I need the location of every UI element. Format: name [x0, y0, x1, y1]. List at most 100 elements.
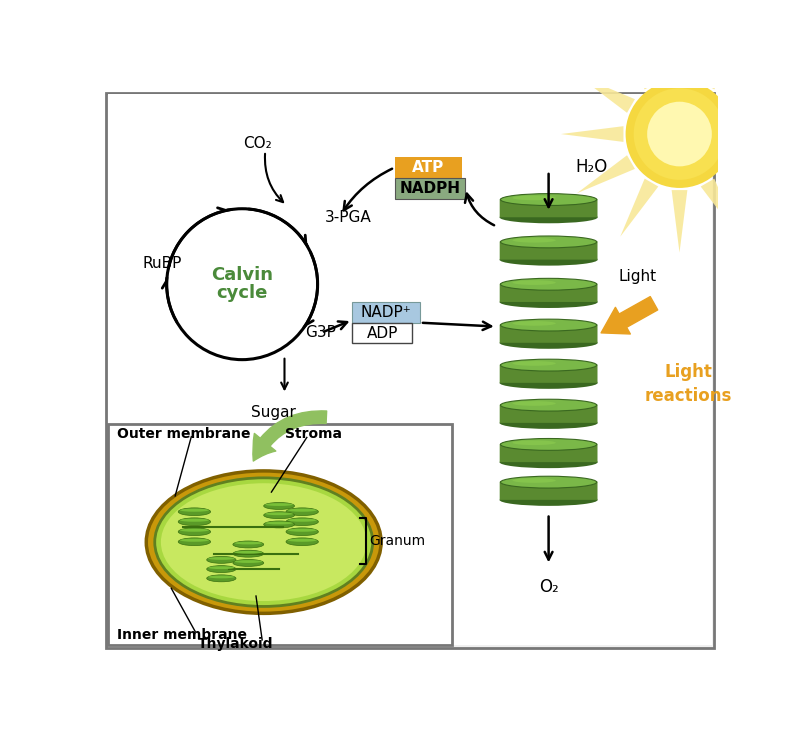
Ellipse shape [208, 567, 234, 569]
FancyBboxPatch shape [352, 302, 420, 323]
FancyBboxPatch shape [394, 157, 462, 178]
Ellipse shape [513, 361, 556, 366]
Ellipse shape [288, 519, 317, 522]
Ellipse shape [501, 236, 597, 248]
Polygon shape [577, 75, 635, 113]
Text: cycle: cycle [217, 285, 268, 302]
Ellipse shape [286, 508, 318, 515]
Polygon shape [672, 15, 687, 78]
FancyBboxPatch shape [500, 482, 598, 500]
Ellipse shape [208, 557, 234, 560]
Text: O₂: O₂ [538, 578, 558, 596]
Ellipse shape [178, 538, 210, 545]
Polygon shape [724, 155, 782, 193]
Text: Light
reactions: Light reactions [645, 364, 733, 405]
FancyBboxPatch shape [108, 94, 712, 646]
Text: Sugar: Sugar [250, 406, 295, 420]
Ellipse shape [178, 508, 210, 515]
Ellipse shape [266, 512, 293, 515]
Ellipse shape [264, 512, 294, 519]
Ellipse shape [234, 560, 262, 563]
Text: Stroma: Stroma [286, 427, 342, 441]
Ellipse shape [513, 280, 556, 285]
Text: Outer membrane: Outer membrane [118, 427, 251, 441]
FancyBboxPatch shape [106, 93, 714, 648]
FancyArrowPatch shape [253, 411, 326, 461]
Ellipse shape [500, 494, 598, 504]
Circle shape [626, 80, 734, 188]
Circle shape [634, 89, 726, 180]
Ellipse shape [513, 401, 556, 406]
FancyBboxPatch shape [500, 365, 598, 383]
Ellipse shape [499, 337, 598, 348]
Ellipse shape [501, 359, 597, 371]
Text: Thylakoid: Thylakoid [198, 637, 273, 651]
Ellipse shape [180, 539, 209, 542]
Polygon shape [577, 155, 635, 193]
Ellipse shape [500, 254, 598, 264]
Text: H₂O: H₂O [575, 158, 608, 176]
Ellipse shape [206, 556, 236, 564]
Polygon shape [672, 190, 687, 253]
Ellipse shape [234, 542, 262, 545]
Circle shape [647, 102, 712, 166]
FancyBboxPatch shape [500, 324, 598, 343]
Polygon shape [620, 179, 658, 236]
Ellipse shape [208, 575, 234, 578]
Ellipse shape [264, 502, 294, 509]
Polygon shape [701, 31, 738, 89]
Ellipse shape [180, 529, 209, 531]
Polygon shape [620, 31, 658, 89]
Ellipse shape [266, 522, 293, 524]
Ellipse shape [206, 575, 236, 582]
Ellipse shape [499, 417, 598, 429]
FancyBboxPatch shape [500, 283, 598, 302]
Ellipse shape [286, 528, 318, 536]
FancyBboxPatch shape [500, 404, 598, 423]
FancyBboxPatch shape [108, 425, 452, 646]
Ellipse shape [288, 529, 317, 531]
Text: RuBP: RuBP [142, 256, 182, 271]
Ellipse shape [501, 278, 597, 290]
Ellipse shape [233, 559, 264, 567]
Ellipse shape [264, 521, 294, 528]
Text: ATP: ATP [412, 160, 445, 175]
Ellipse shape [500, 457, 598, 466]
Text: 3-PGA: 3-PGA [326, 209, 372, 225]
Ellipse shape [500, 417, 598, 427]
Text: Calvin: Calvin [211, 266, 273, 284]
FancyBboxPatch shape [500, 241, 598, 260]
Polygon shape [724, 75, 782, 113]
Ellipse shape [499, 456, 598, 468]
Text: NADP⁺: NADP⁺ [361, 305, 411, 320]
Text: Light: Light [618, 269, 656, 284]
Polygon shape [735, 126, 798, 142]
Ellipse shape [233, 541, 264, 548]
Ellipse shape [500, 378, 598, 386]
Ellipse shape [288, 539, 317, 542]
FancyBboxPatch shape [394, 178, 466, 198]
Ellipse shape [234, 551, 262, 553]
Text: G3P: G3P [306, 325, 336, 340]
Ellipse shape [180, 519, 209, 522]
Ellipse shape [146, 471, 381, 613]
FancyArrowPatch shape [601, 296, 658, 334]
Ellipse shape [513, 238, 556, 242]
Ellipse shape [501, 194, 597, 206]
Ellipse shape [501, 438, 597, 450]
Ellipse shape [180, 509, 209, 512]
FancyBboxPatch shape [352, 323, 412, 343]
Ellipse shape [206, 566, 236, 572]
Text: NADPH: NADPH [399, 181, 461, 196]
Ellipse shape [513, 321, 556, 326]
Text: CO₂: CO₂ [243, 135, 272, 151]
Ellipse shape [513, 478, 556, 483]
Polygon shape [701, 179, 738, 236]
FancyBboxPatch shape [500, 199, 598, 217]
Ellipse shape [499, 494, 598, 506]
Ellipse shape [161, 483, 366, 601]
Ellipse shape [500, 212, 598, 221]
Polygon shape [561, 126, 623, 142]
FancyBboxPatch shape [500, 444, 598, 462]
Circle shape [166, 209, 318, 359]
